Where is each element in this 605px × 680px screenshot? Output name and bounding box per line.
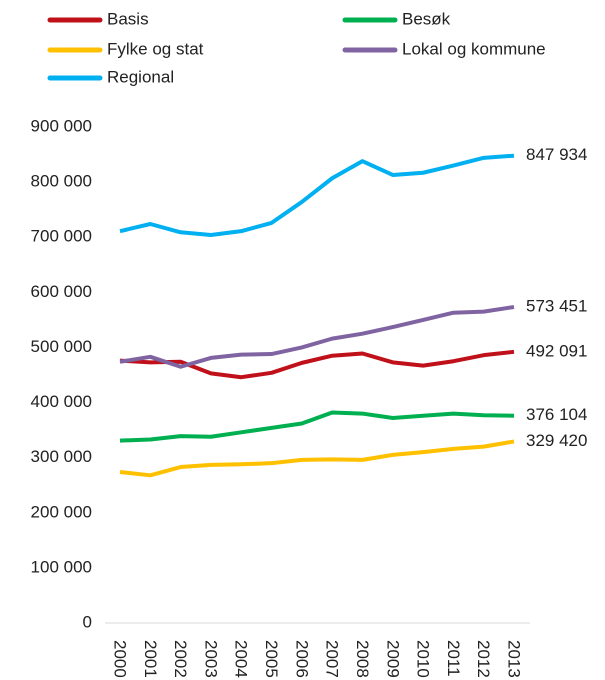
y-tick-label: 900 000	[31, 116, 92, 135]
series-line	[119, 410, 515, 443]
series-line	[119, 153, 515, 238]
y-tick-label: 100 000	[31, 557, 92, 576]
legend-label: Besøk	[402, 9, 451, 28]
x-tick-label: 2008	[353, 640, 372, 678]
y-tick-label: 800 000	[31, 172, 92, 191]
x-tick-label: 2007	[323, 640, 342, 678]
x-tick-label: 2009	[383, 640, 402, 678]
x-tick-label: 2006	[292, 640, 311, 678]
y-tick-label: 700 000	[31, 227, 92, 246]
legend-label: Regional	[107, 67, 174, 86]
x-tick-label: 2000	[111, 640, 130, 678]
value-label: 492 091	[526, 341, 587, 360]
y-tick-label: 0	[83, 612, 92, 631]
x-tick-label: 2005	[262, 640, 281, 678]
x-tick-label: 2013	[505, 640, 524, 678]
x-tick-label: 2012	[474, 640, 493, 678]
value-label: 573 451	[526, 296, 587, 315]
value-label: 329 420	[526, 431, 587, 450]
y-tick-label: 300 000	[31, 447, 92, 466]
x-tick-label: 2003	[201, 640, 220, 678]
series-line	[119, 439, 515, 478]
y-tick-label: 400 000	[31, 392, 92, 411]
x-tick-label: 2011	[444, 640, 463, 677]
x-tick-label: 2002	[171, 640, 190, 678]
x-tick-label: 2010	[414, 640, 433, 678]
y-tick-label: 600 000	[31, 282, 92, 301]
value-label: 376 104	[526, 405, 587, 424]
x-tick-label: 2004	[232, 640, 251, 678]
x-tick-label: 2001	[141, 640, 160, 678]
legend-label: Lokal og kommune	[402, 39, 546, 58]
y-tick-label: 200 000	[31, 502, 92, 521]
y-tick-label: 500 000	[31, 337, 92, 356]
series-line	[119, 304, 515, 369]
legend-label: Basis	[107, 9, 149, 28]
legend-label: Fylke og stat	[107, 39, 204, 58]
value-label: 847 934	[526, 145, 587, 164]
